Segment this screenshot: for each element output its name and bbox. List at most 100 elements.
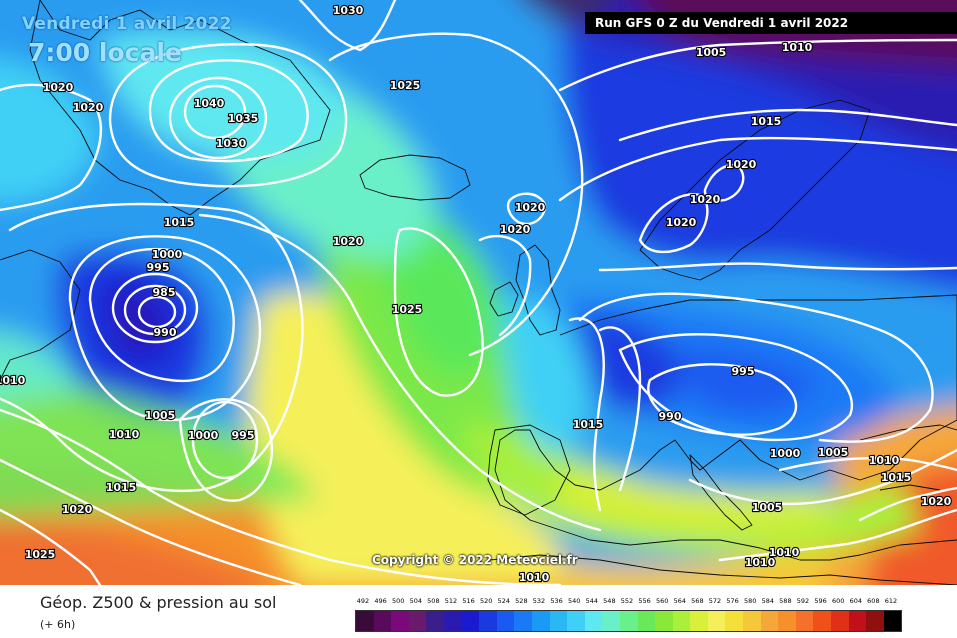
isobar-label: 1025 bbox=[390, 79, 421, 92]
scale-value: 500 bbox=[391, 597, 405, 605]
isobar-label: 1020 bbox=[666, 216, 697, 229]
scale-swatch bbox=[831, 611, 849, 631]
isobar-label: 1020 bbox=[921, 495, 952, 508]
scale-swatch bbox=[602, 611, 620, 631]
scale-value: 608 bbox=[867, 597, 880, 605]
scale-value: 576 bbox=[726, 597, 739, 605]
scale-value: 548 bbox=[603, 597, 616, 605]
isobar-label: 1010 bbox=[869, 454, 900, 467]
isobar-label: 1040 bbox=[194, 97, 225, 110]
scale-value: 584 bbox=[761, 597, 774, 605]
isobar-label: 1005 bbox=[818, 446, 849, 459]
legend-subtitle: (+ 6h) bbox=[40, 618, 76, 631]
isobar-label: 985 bbox=[153, 286, 176, 299]
copyright-notice: Copyright © 2022 Meteociel.fr bbox=[372, 553, 578, 567]
isobar-label: 1030 bbox=[216, 137, 247, 150]
scale-swatch bbox=[531, 611, 550, 631]
isobar-label: 1025 bbox=[392, 303, 423, 316]
scale-value: 612 bbox=[884, 597, 898, 605]
legend-panel: Géop. Z500 & pression au sol (+ 6h) 492 4… bbox=[0, 585, 957, 638]
scale-swatch bbox=[848, 611, 867, 631]
scale-swatch bbox=[743, 611, 761, 631]
isobar-label: 1010 bbox=[745, 556, 776, 569]
scale-swatch bbox=[479, 611, 497, 631]
scale-value: 604 bbox=[849, 597, 862, 605]
scale-value: 564 bbox=[673, 597, 686, 605]
scale-swatch bbox=[373, 611, 392, 631]
scale-value: 572 bbox=[708, 597, 722, 605]
isobar-label: 1010 bbox=[769, 546, 800, 559]
scale-value: 592 bbox=[796, 597, 810, 605]
isobar-label: 1015 bbox=[751, 115, 782, 128]
isobar-label: 1020 bbox=[690, 193, 721, 206]
scale-value: 560 bbox=[655, 597, 669, 605]
isobar-label: 1010 bbox=[519, 571, 550, 584]
isobar-label: 990 bbox=[154, 326, 177, 339]
scale-value: 520 bbox=[479, 597, 493, 605]
scale-value: 588 bbox=[779, 597, 792, 605]
isobar-label: 1010 bbox=[0, 374, 26, 387]
isobar-label: 995 bbox=[232, 429, 255, 442]
scale-swatch bbox=[760, 611, 779, 631]
isobar-label: 1020 bbox=[73, 101, 104, 114]
scale-value: 508 bbox=[427, 597, 440, 605]
isobar-label: 1000 bbox=[770, 447, 801, 460]
scale-swatch bbox=[461, 611, 480, 631]
scale-swatch bbox=[690, 611, 708, 631]
isobar-label: 1020 bbox=[333, 235, 364, 248]
scale-value: 580 bbox=[743, 597, 757, 605]
scale-value: 556 bbox=[638, 597, 651, 605]
run-info: Run GFS 0 Z du Vendredi 1 avril 2022 bbox=[585, 12, 957, 34]
geopotential-field bbox=[0, 0, 957, 585]
isobar-label: 990 bbox=[659, 410, 682, 423]
scale-swatch bbox=[883, 611, 902, 631]
scale-value: 532 bbox=[532, 597, 546, 605]
scale-swatch bbox=[813, 611, 832, 631]
isobar-label: 995 bbox=[147, 261, 170, 274]
isobar-label: 995 bbox=[732, 365, 755, 378]
scale-value: 512 bbox=[444, 597, 458, 605]
isobar-label: 1020 bbox=[726, 158, 757, 171]
scale-value: 516 bbox=[462, 597, 475, 605]
scale-swatch bbox=[584, 611, 603, 631]
scale-swatch bbox=[725, 611, 744, 631]
scale-value: 528 bbox=[515, 597, 528, 605]
isobar-label: 1005 bbox=[696, 46, 727, 59]
isobar-label: 1000 bbox=[188, 429, 219, 442]
scale-value: 540 bbox=[567, 597, 581, 605]
isobar-label: 1020 bbox=[43, 81, 74, 94]
isobar-label: 1025 bbox=[25, 548, 56, 561]
land-outlines bbox=[0, 0, 957, 585]
scale-value: 600 bbox=[831, 597, 845, 605]
scale-swatch bbox=[619, 611, 638, 631]
isobar-label: 1020 bbox=[515, 201, 546, 214]
scale-swatch bbox=[391, 611, 409, 631]
isobar-label: 1005 bbox=[145, 409, 176, 422]
isobar-label: 1000 bbox=[152, 248, 183, 261]
scale-swatch bbox=[549, 611, 568, 631]
weather-map: 1030 1020 1020 1040 1035 1030 1025 1005 1010 1015… bbox=[0, 0, 957, 585]
scale-swatch bbox=[655, 611, 673, 631]
isobar-label: 1010 bbox=[109, 428, 140, 441]
scale-value: 504 bbox=[409, 597, 422, 605]
scale-swatch bbox=[707, 611, 726, 631]
scale-swatch bbox=[443, 611, 462, 631]
isobar-label: 1005 bbox=[752, 501, 783, 514]
isobar-label: 1010 bbox=[782, 41, 813, 54]
forecast-time: 7:00 locale bbox=[28, 38, 182, 67]
legend-title: Géop. Z500 & pression au sol bbox=[40, 593, 277, 612]
scale-value: 492 bbox=[356, 597, 370, 605]
isobar-label: 1035 bbox=[228, 112, 259, 125]
scale-swatch bbox=[408, 611, 427, 631]
scale-value: 596 bbox=[814, 597, 827, 605]
scale-swatch bbox=[637, 611, 656, 631]
forecast-date: Vendredi 1 avril 2022 bbox=[22, 14, 232, 34]
scale-swatch bbox=[514, 611, 532, 631]
scale-value: 496 bbox=[374, 597, 387, 605]
scale-swatch bbox=[866, 611, 884, 631]
isobar-label: 1015 bbox=[881, 471, 912, 484]
scale-value: 552 bbox=[620, 597, 634, 605]
isobar-label: 1015 bbox=[164, 216, 195, 229]
scale-swatch bbox=[567, 611, 585, 631]
